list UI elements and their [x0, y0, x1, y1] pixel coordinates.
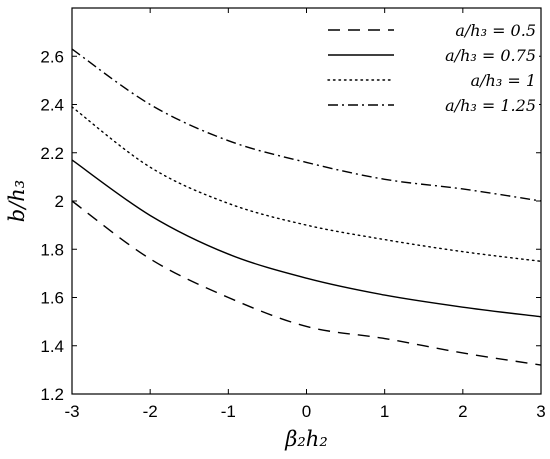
y-axis-label: b/h₃: [5, 180, 29, 222]
legend-box: [322, 14, 539, 120]
x-tick-label: -2: [143, 402, 158, 421]
x-tick-label: 3: [536, 402, 545, 421]
y-tick-label: 2.4: [40, 96, 64, 115]
x-tick-label: 1: [380, 402, 389, 421]
series-layer: [71, 48, 542, 366]
y-tick-label: 1.6: [40, 289, 64, 308]
x-tick-label: 2: [458, 402, 467, 421]
y-tick-label: 1.4: [40, 337, 64, 356]
y-tick-label: 1.8: [40, 240, 64, 259]
series-line-3: [71, 106, 542, 263]
x-tick-label: 0: [302, 402, 311, 421]
series-line-2: [71, 159, 542, 318]
legend-entry-1: a/h₃ = 0.5: [455, 21, 536, 40]
legend-entry-2: a/h₃ = 0.75: [445, 46, 536, 65]
y-tick-label: 1.2: [40, 385, 64, 404]
y-tick-label: 2: [55, 192, 64, 211]
x-axis-label: β₂h₂: [284, 427, 328, 451]
legend: a/h₃ = 0.5 a/h₃ = 0.75 a/h₃ = 1 a/h₃ = 1.25: [322, 14, 539, 120]
plot-frame: [71, 7, 542, 395]
y-tick-label: 2.6: [40, 47, 64, 66]
series-line-4: [71, 48, 542, 202]
series-line-1: [71, 200, 542, 366]
legend-entry-3: a/h₃ = 1: [471, 71, 536, 90]
x-tick-label: -1: [221, 402, 236, 421]
tick-layer: -3 -2 -1 0 1 2 3 1.2 1.4 1.6 1.8 2 2.2 2.4 2.6: [40, 8, 546, 421]
x-tick-label: -3: [64, 402, 79, 421]
y-tick-label: 2.2: [40, 144, 64, 163]
legend-entry-4: a/h₃ = 1.25: [445, 96, 536, 115]
